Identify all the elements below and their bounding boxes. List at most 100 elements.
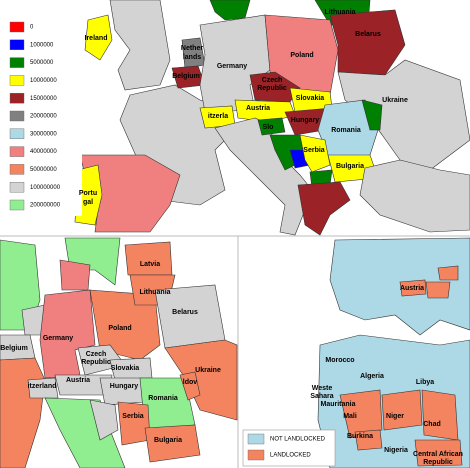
moldova: [179, 371, 201, 401]
legend-label: 10000000: [30, 78, 57, 84]
label: Belarus: [355, 31, 381, 38]
legend-swatch: [9, 146, 25, 157]
austria: [234, 99, 296, 123]
burkina-faso: [354, 429, 383, 451]
slovenia: [257, 117, 286, 136]
label: Hungary: [110, 383, 139, 390]
legend: 0 1000000 5000000 10000000 15000000 20000000 3…: [4, 16, 82, 216]
moldova: [361, 99, 383, 131]
legend-swatch: [247, 449, 265, 461]
legend-swatch: [9, 92, 25, 104]
europe: [329, 237, 470, 336]
label: Belgium: [0, 345, 28, 352]
label: ldov: [183, 379, 197, 386]
label: Austria: [246, 105, 270, 112]
label: gal: [83, 199, 93, 206]
top-map: 0 1000000 5000000 10000000 15000000 20000000 3…: [4, 0, 470, 236]
label: Lithuania: [139, 289, 170, 296]
label: Czech: [86, 351, 107, 358]
label: Republic: [257, 85, 287, 92]
ireland: [84, 14, 113, 61]
legend-swatch: [9, 164, 25, 175]
legend-label: 0: [30, 25, 34, 31]
legend-swatch: [9, 181, 25, 193]
label: Mauritania: [320, 401, 355, 408]
label: Hungary: [291, 117, 320, 124]
label: Serbia: [303, 147, 325, 154]
label: Portu: [79, 190, 97, 197]
legend-label: 20000000: [30, 114, 57, 120]
label: Bulgaria: [336, 163, 364, 170]
serbia: [299, 134, 331, 173]
legend-label: 1000000: [30, 42, 54, 48]
legend-swatch: [9, 75, 25, 86]
legend-swatch: [9, 39, 25, 50]
legend-swatch: [9, 110, 25, 122]
label: Slo: [263, 124, 274, 131]
label: Austria: [66, 377, 90, 384]
label: Ireland: [85, 35, 108, 42]
label: Chad: [423, 421, 441, 428]
label: Belarus: [172, 309, 198, 316]
bottom-left-map: Latvia Lithuania Belarus Poland Germany …: [0, 237, 238, 468]
label: Germany: [43, 335, 73, 342]
label: Belgium: [172, 73, 200, 80]
label: Ukraine: [382, 97, 408, 104]
legend-label: 5000000: [30, 60, 54, 66]
label: Lithuania: [324, 9, 355, 16]
label: Libya: [416, 379, 434, 386]
turkey: [359, 159, 470, 233]
legend-label: 15000000: [30, 96, 57, 102]
label: Germany: [217, 63, 247, 70]
legend-swatch: [9, 57, 25, 68]
label: itzerland: [28, 383, 57, 390]
legend-label: NOT LANDLOCKED: [270, 437, 326, 443]
label: Republic: [423, 459, 453, 466]
label: Czech: [262, 77, 283, 84]
label: Romania: [331, 127, 361, 134]
label: Austria: [400, 285, 424, 292]
label: Sahara: [310, 393, 333, 400]
greece: [297, 181, 351, 236]
belarus: [437, 265, 459, 281]
legend-label: 200000000: [30, 203, 61, 209]
mali: [339, 389, 383, 439]
legend: NOT LANDLOCKED LANDLOCKED: [242, 429, 336, 467]
legend-label: 30000000: [30, 131, 57, 137]
label: Latvia: [140, 261, 160, 268]
car: [414, 439, 463, 467]
label: Poland: [108, 325, 131, 332]
serbia: [117, 401, 151, 446]
legend-swatch: [9, 21, 25, 33]
label: Nigeria: [384, 447, 408, 454]
label: Weste: [312, 385, 333, 392]
bottom-right-map: Austria Morocco Algeria Libya Weste Saha…: [242, 237, 470, 468]
label: Ukraine: [195, 367, 221, 374]
croatia: [89, 399, 119, 441]
legend-label: 100000000: [30, 185, 61, 191]
legend-swatch: [9, 199, 25, 211]
switzerland: [27, 377, 59, 399]
uk: [109, 0, 171, 91]
legend-swatch: [247, 433, 265, 445]
label: Niger: [386, 413, 404, 420]
legend-swatch: [9, 128, 25, 140]
denmark: [209, 0, 251, 21]
label: Central African: [413, 451, 463, 458]
label: Mali: [343, 413, 357, 420]
denmark: [59, 259, 91, 291]
label: Morocco: [325, 357, 354, 364]
austria: [399, 279, 427, 297]
label: Bulgaria: [154, 437, 182, 444]
latvia: [124, 241, 173, 276]
label: Burkina: [347, 433, 373, 440]
hungary: [425, 281, 451, 299]
chad: [421, 389, 459, 441]
label: Serbia: [122, 413, 144, 420]
legend-label: 40000000: [30, 149, 57, 155]
label: Slovakia: [296, 95, 325, 102]
bulgaria: [144, 424, 201, 463]
label: Poland: [290, 52, 313, 59]
label: itzerla: [208, 113, 228, 120]
